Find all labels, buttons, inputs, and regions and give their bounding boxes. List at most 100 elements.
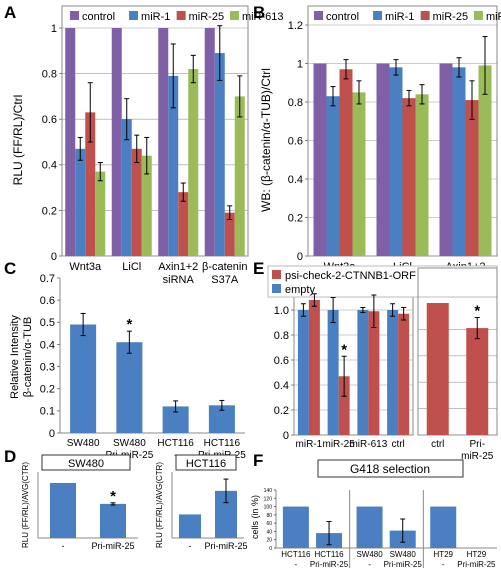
chart-b-bar <box>352 92 366 256</box>
chart-f-tick-label: 140 <box>264 488 273 494</box>
chart-a-ylabel: RLU (FF/RL)/Ctrl <box>11 95 25 186</box>
chart-c: 0 0.1 0.2 0.3 0.4 0.5 0.6 0.7 Relative Intensity… <box>9 273 246 461</box>
chart-f-category-label: Pri-miR-25 <box>384 560 423 569</box>
chart-b-bar <box>452 67 466 256</box>
chart-c-category-label: SW480 <box>67 438 100 449</box>
chart-b-bar <box>465 100 479 256</box>
chart-b-bar <box>389 67 403 256</box>
chart-a-bar <box>111 28 122 256</box>
chart-c-tick-label: 0.7 <box>40 273 55 285</box>
chart-b-tick-label: 0.8 <box>288 97 303 109</box>
chart-a-bar <box>121 119 132 256</box>
chart-b-bar <box>439 63 453 256</box>
chart-c-category-label: SW480 <box>113 438 146 449</box>
chart-b-tick-label: 1 <box>297 58 303 70</box>
chart-b-ylabel: WB: (β-catenin/α-TUB)/Ctrl <box>259 68 273 212</box>
chart-e2-bar <box>466 328 489 435</box>
chart-b-tick-label: 0.2 <box>288 212 303 224</box>
chart-a-category-label: siRNA <box>163 274 195 286</box>
chart-e1-tick-label: 0.2 <box>274 405 289 417</box>
chart-a-tick-label: 0.4 <box>42 160 57 172</box>
chart-a-category-label: β-catenin <box>202 261 247 273</box>
chart-a-bar <box>131 148 142 256</box>
chart-b-legend-label: miR-1 <box>385 11 414 23</box>
chart-b-tick-label: 0.6 <box>288 135 303 147</box>
chart-e1-bar <box>387 310 399 435</box>
chart-e1-category-label: miR-25 <box>323 439 356 450</box>
chart-e1-tick-label: 0.8 <box>274 330 289 342</box>
chart-d1-category-label: - <box>62 541 65 551</box>
chart-e1-bar <box>368 311 380 435</box>
chart-f-tick-label: 20 <box>266 538 272 544</box>
chart-b-legend-label: miR-25 <box>433 11 468 23</box>
chart-e1-category-label: miR-613 <box>349 439 387 450</box>
chart-a-legend-label: miR-25 <box>189 11 224 23</box>
chart-f-category-label: - <box>442 560 445 569</box>
chart-e2-significance-star: * <box>474 303 480 320</box>
chart-f-category-label: - <box>295 560 298 569</box>
chart-a-bar <box>234 96 245 257</box>
chart-e1-category-label: ctrl <box>391 439 404 450</box>
chart-f-bar <box>282 506 309 548</box>
chart-c-ylabel: β-catenin/α-TUB <box>22 317 34 398</box>
chart-a-legend-swatch <box>129 11 139 20</box>
chart-d1-significance-star: * <box>110 488 116 505</box>
chart-b-bar <box>376 63 390 256</box>
chart-e1-bar <box>338 376 350 435</box>
chart-e-legend-swatch <box>272 270 281 279</box>
chart-f-tick-label: 0 <box>269 546 272 552</box>
chart-d2-ylabel: RLU (FF/RL)/AVG(CTR) <box>155 462 164 548</box>
chart-d2-category-label: Pri-miR-25 <box>204 541 247 551</box>
chart-b-bar <box>339 69 353 257</box>
chart-a-bar <box>95 171 106 256</box>
chart-e-legend-swatch <box>272 284 281 293</box>
chart-b-legend-swatch <box>473 11 483 20</box>
chart-a-bar <box>158 28 169 256</box>
chart-e1-bar <box>308 300 320 435</box>
panel-letter-f: F <box>253 451 263 470</box>
chart-e1-tick-label: 0.4 <box>274 380 289 392</box>
chart-a-category-label: LiCl <box>122 261 141 273</box>
chart-e: 00.20.40.60.81.01.2psi-check-2-CTNNB1-OR… <box>267 265 498 462</box>
chart-e-legend-box <box>267 265 498 298</box>
chart-b-legend-swatch <box>373 11 383 20</box>
chart-f-category-label: SW480 <box>390 550 417 559</box>
chart-c-tick-label: 0.6 <box>40 295 55 307</box>
chart-c-tick-label: 0.4 <box>40 339 55 351</box>
chart-f-tick-label: 80 <box>266 513 272 519</box>
chart-c-tick-label: 0.3 <box>40 361 55 373</box>
chart-e1-significance-star: * <box>341 341 347 358</box>
chart-b-legend-swatch <box>314 11 323 20</box>
chart-a-bar <box>224 212 235 256</box>
chart-b-legend-label: miR-613 <box>486 11 501 23</box>
chart-b-bar <box>478 65 492 256</box>
chart-e1-bar <box>357 310 369 435</box>
chart-f-category-label: HCT116 <box>281 550 311 559</box>
chart-b: 0 0.2 0.4 0.6 0.8 1 1.2 WB: (β-catenin/α-TUB)/C… <box>259 5 501 286</box>
chart-d: SW480 RLU (FF/RL)/AVG(CTR) - * Pri-miR-25 HCT… <box>21 454 248 551</box>
chart-a-bar <box>204 28 215 256</box>
chart-a-bar <box>188 69 199 256</box>
chart-a-category-label: Wnt3a <box>69 261 102 273</box>
chart-a-legend-swatch <box>70 11 79 20</box>
chart-e1-tick-label: 0.6 <box>274 355 289 367</box>
chart-d1-category-label: Pri-miR-25 <box>91 541 134 551</box>
chart-b-tick-label: 0 <box>297 251 303 263</box>
chart-f-category-label: Pri-miR-25 <box>457 560 496 569</box>
chart-e-legend-label: psi-check-2-CTNNB1-ORF <box>285 270 416 282</box>
chart-f-title-box <box>317 459 464 478</box>
chart-c-significance-star: * <box>126 316 132 333</box>
chart-d2-category-label: - <box>189 541 192 551</box>
chart-f-category-label: SW480 <box>356 550 383 559</box>
chart-e1-category-label: miR-1 <box>296 439 323 450</box>
chart-b-bar <box>326 96 340 256</box>
chart-a: 0 0.2 0.4 0.6 0.8 1 RLU (FF/RL)/Ctrl control miR… <box>11 5 284 286</box>
chart-c-ylabel: Relative Intensity <box>9 315 21 399</box>
panel-letter-a: A <box>4 3 16 22</box>
chart-a-bar <box>178 192 189 256</box>
chart-a-legend-label: miR-613 <box>242 11 284 23</box>
chart-a-bar <box>141 155 152 256</box>
chart-f-tick-label: 40 <box>266 529 272 535</box>
chart-c-tick-label: 0.5 <box>40 317 55 329</box>
